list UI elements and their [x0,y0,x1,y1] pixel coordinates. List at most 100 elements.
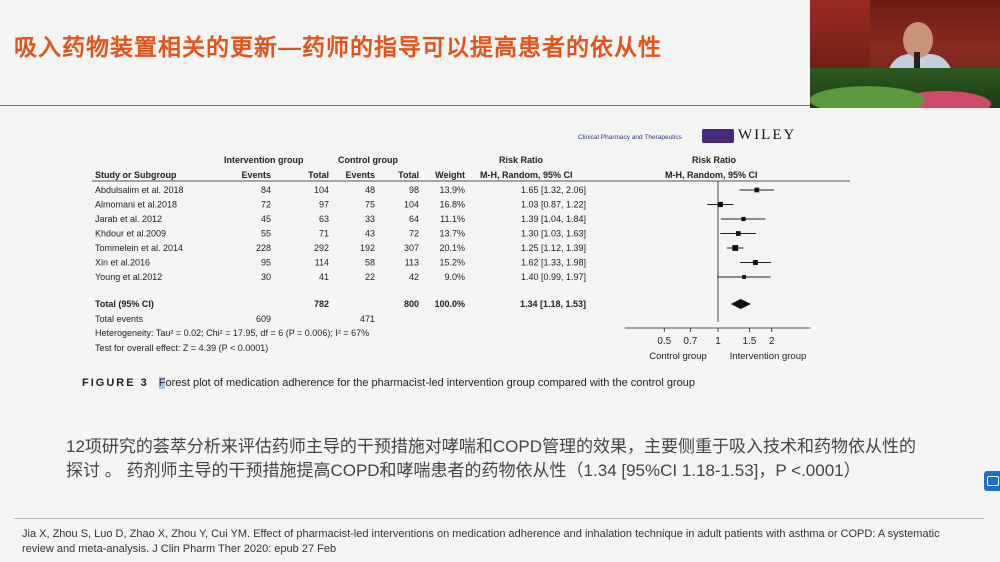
header-ctl-total: Total [398,170,419,180]
control-total: 42 [409,272,419,282]
intervention-total: 104 [314,185,329,195]
study-weight: 15.2% [439,258,465,268]
study-name: Tommelein et al. 2014 [95,243,183,253]
control-total: 64 [409,214,419,224]
control-total: 104 [404,200,419,210]
total-risk-ratio-ci: 1.34 [1.18, 1.53] [520,299,586,309]
risk-ratio-ci: 1.03 [0.87, 1.22] [521,200,586,210]
study-name: Khdour et al.2009 [95,229,166,239]
intervention-total-events: 609 [256,314,271,324]
control-total-events: 471 [360,314,375,324]
study-weight: 11.1% [440,214,465,224]
study-weight: 16.8% [439,200,465,210]
control-events: 75 [365,200,375,210]
risk-ratio-ci: 1.65 [1.32, 2.06] [521,185,586,195]
slide-title: 吸入药物装置相关的更新—药师的指导可以提高患者的依从性 [14,34,662,60]
caption-text: orest plot of medication adherence for t… [165,377,695,389]
total-label: Total (95% CI) [95,299,154,309]
header-risk-ratio-right: Risk Ratio [692,155,737,165]
x-axis-tick-label: 1 [715,336,721,347]
control-total: 72 [409,229,419,239]
effect-square [732,245,739,251]
control-total: 307 [404,243,419,253]
publisher-banner: Clinical Pharmacy and Therapeutics WILEY [578,127,810,145]
study-weight: 20.1% [439,243,465,253]
control-total-sum: 800 [404,299,419,309]
header-control-group: Control group [338,155,398,165]
risk-ratio-ci: 1.62 [1.33, 1.98] [521,258,586,268]
intervention-total: 63 [319,214,329,224]
control-events: 58 [365,258,375,268]
control-total: 113 [405,258,419,268]
effect-square [717,201,723,208]
control-events: 33 [365,214,375,224]
speaker-video-thumbnail[interactable] [810,0,1000,108]
intervention-total-sum: 782 [314,299,329,309]
intervention-events: 72 [261,200,271,210]
total-events-label: Total events [95,314,144,324]
figure-label: FIGURE 3 [82,377,149,389]
header-method-left: M-H, Random, 95% CI [480,170,573,180]
pooled-effect-diamond [730,299,751,309]
control-events: 192 [360,243,375,253]
footer-divider [14,518,984,519]
risk-ratio-ci: 1.40 [0.99, 1.97] [521,272,586,282]
video-flowers [810,68,1000,108]
caption-cursor-highlight: F [158,377,166,389]
title-divider [0,105,810,106]
study-name: Jarab et al. 2012 [95,214,162,224]
reference-citation: Jia X, Zhou S, Luo D, Zhao X, Zhou Y, Cu… [22,528,940,555]
summary-paragraph: 12项研究的荟萃分析来评估药师主导的干预措施对哮喘和COPD管理的效果，主要侧重… [66,437,917,480]
risk-ratio-ci: 1.30 [1.03, 1.63] [521,229,586,239]
control-total: 98 [409,185,419,195]
header-study: Study or Subgroup [95,170,177,180]
x-axis-tick-label: 0.7 [683,336,697,347]
microphone-icon [914,52,920,72]
header-risk-ratio-left: Risk Ratio [499,155,544,165]
header-method-right: M-H, Random, 95% CI [665,170,758,180]
intervention-total: 41 [319,272,329,282]
header-int-total: Total [308,170,329,180]
share-icon [987,476,999,486]
intervention-events: 55 [261,229,271,239]
x-axis-tick-label: 0.5 [657,336,671,347]
header-intervention-group: Intervention group [224,155,304,165]
heterogeneity-text: Heterogeneity: Tau² = 0.02; Chi² = 17.95… [95,328,369,338]
study-name: Young et al.2012 [95,272,162,282]
publisher-name: WILEY [738,127,797,143]
intervention-total: 292 [314,243,329,253]
effect-square [752,260,758,265]
risk-ratio-ci: 1.39 [1.04, 1.84] [521,214,586,224]
intervention-events: 95 [261,258,271,268]
x-axis-tick-label: 1.5 [742,336,756,347]
header-ctl-events: Events [345,170,375,180]
intervention-events: 45 [261,214,271,224]
figure-caption: FIGURE 3 Forest plot of medication adhere… [82,377,695,389]
risk-ratio-ci: 1.25 [1.12, 1.39] [521,243,586,253]
intervention-events: 30 [261,272,271,282]
side-share-button[interactable] [984,471,1000,491]
intervention-total: 114 [315,258,329,268]
intervention-total: 97 [319,200,329,210]
study-name: Abdulsalim et al. 2018 [95,185,184,195]
publisher-logo-icon [702,129,734,143]
intervention-events: 84 [261,185,271,195]
study-name: Xin et al.2016 [95,258,150,268]
effect-square [742,275,746,279]
effect-square [741,216,746,222]
effect-square [754,187,760,193]
study-weight: 9.0% [444,272,465,282]
journal-name: Clinical Pharmacy and Therapeutics [578,134,682,141]
x-axis-tick-label: 2 [769,336,775,347]
study-weight: 13.9% [439,185,465,195]
total-weight: 100.0% [434,299,465,309]
study-name: Almomani et al.2018 [95,200,177,210]
effect-square [736,231,741,236]
control-events: 43 [365,229,375,239]
favours-right-label: Intervention group [730,351,807,362]
overall-effect-text: Test for overall effect: Z = 4.39 (P < 0… [95,343,268,353]
control-events: 48 [365,185,375,195]
intervention-events: 228 [256,243,271,253]
header-weight: Weight [435,170,465,180]
